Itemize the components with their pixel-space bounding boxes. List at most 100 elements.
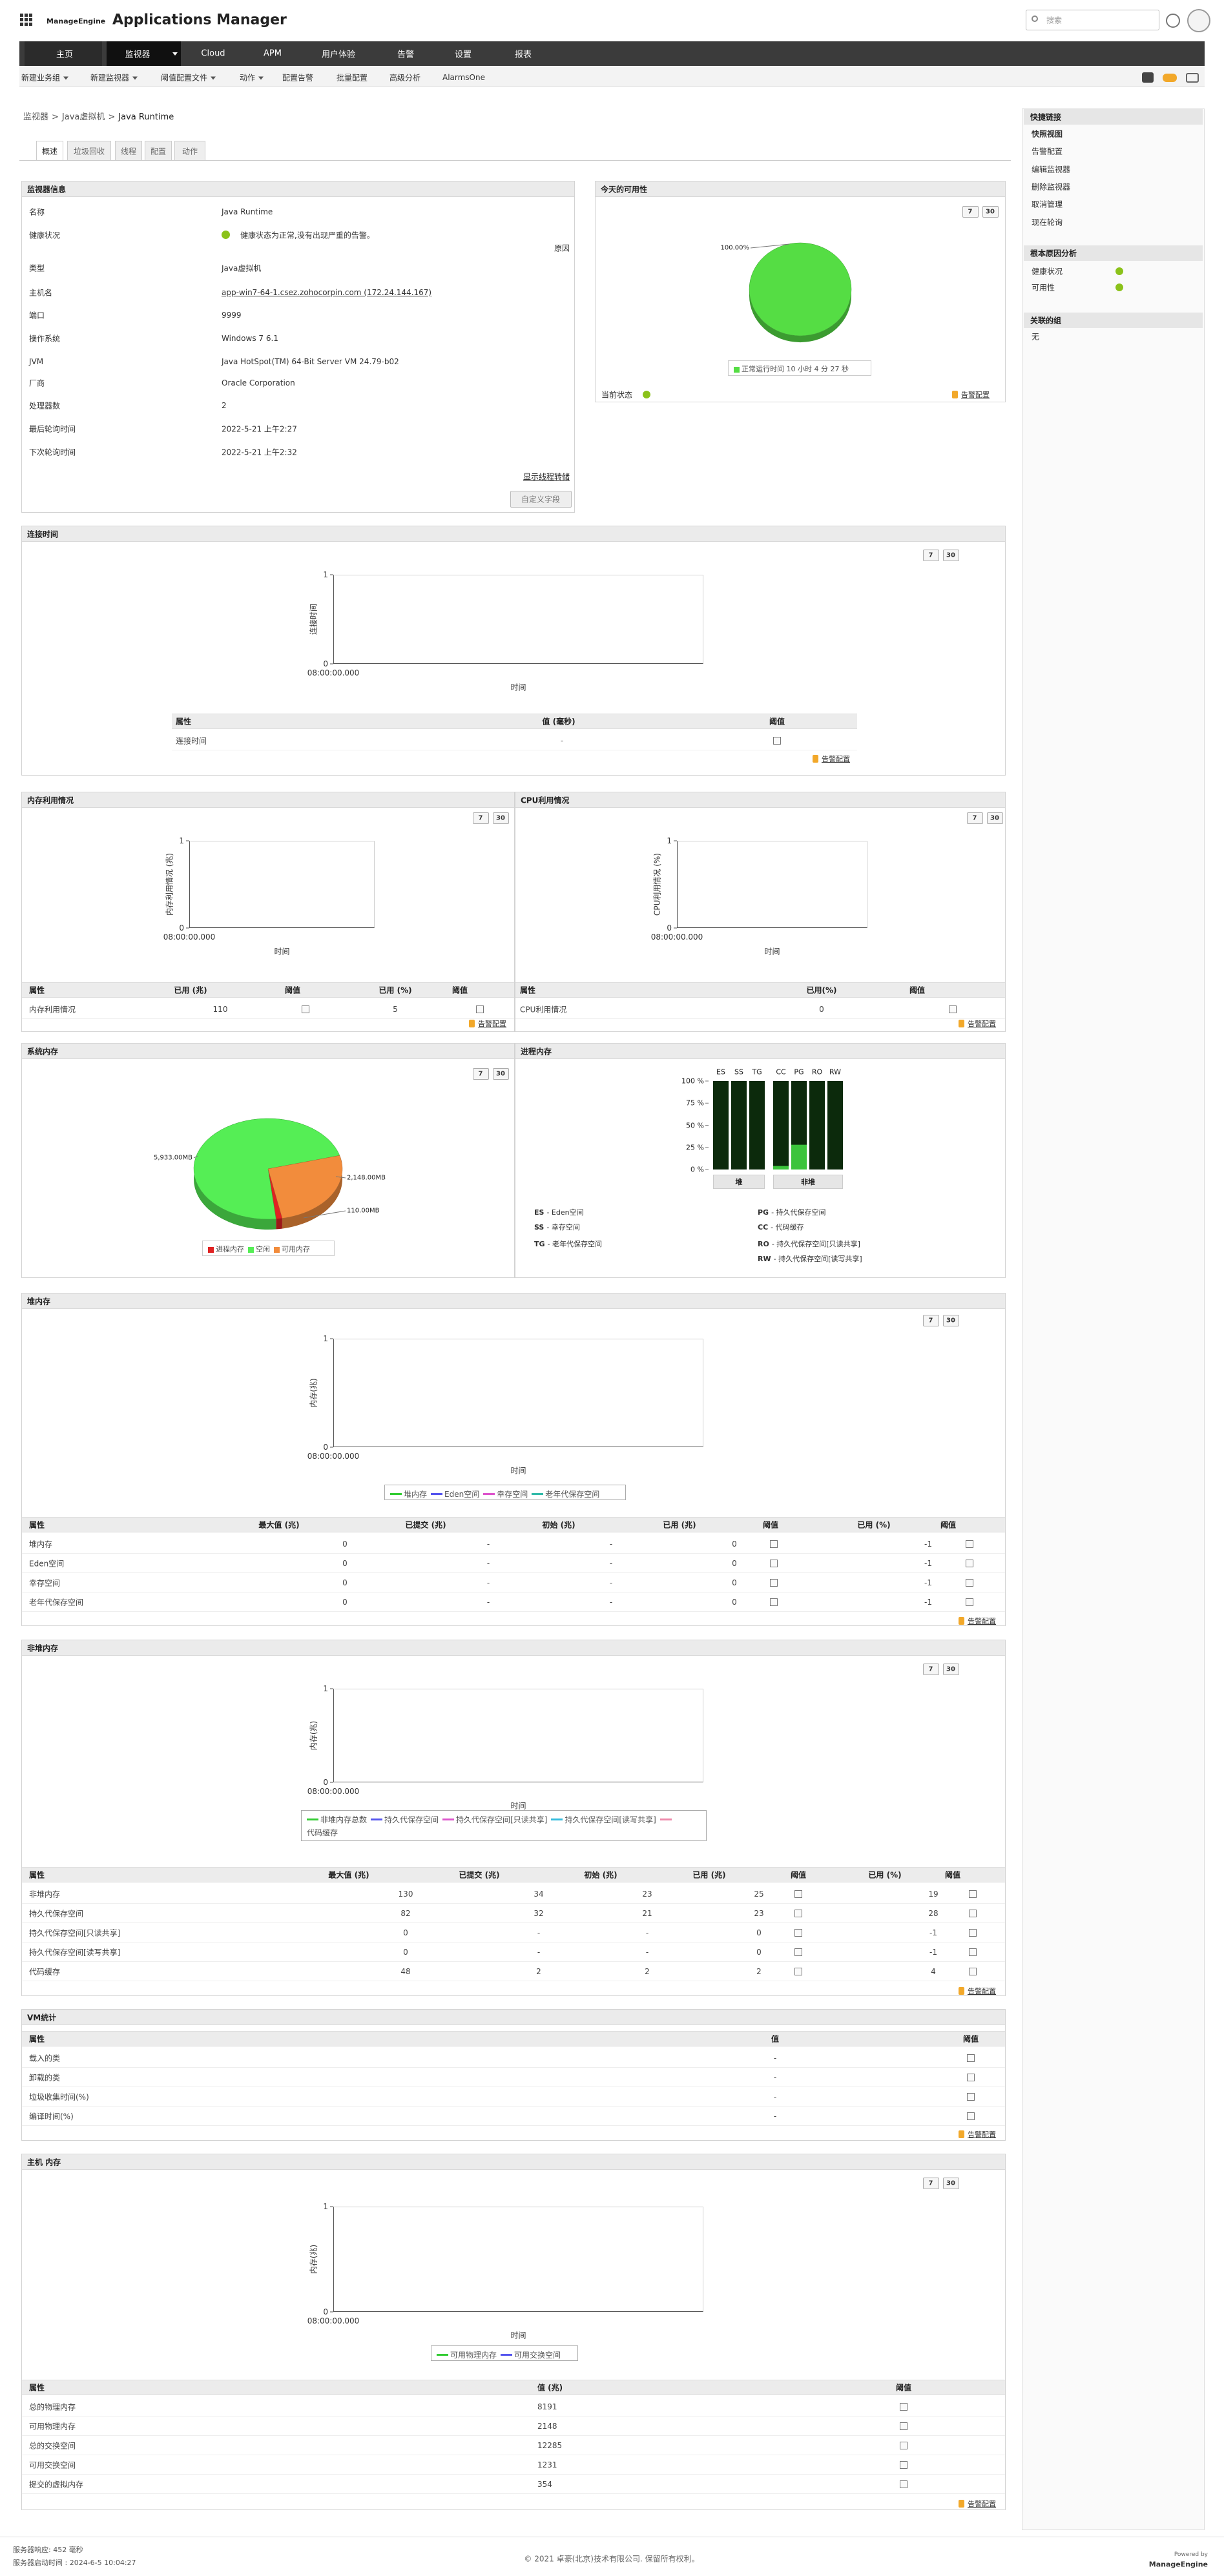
threshold-icon[interactable] [969,1948,977,1956]
sidebar-link[interactable]: 现在轮询 [1032,218,1063,227]
period-button[interactable] [923,1315,939,1326]
tab-label[interactable]: 动作 [182,147,198,156]
sidebar-link[interactable]: 取消管理 [1032,200,1063,209]
period-label[interactable]: 30 [496,814,505,822]
period-button[interactable] [923,2178,939,2189]
threshold-icon[interactable] [900,2480,908,2488]
subnav-item[interactable]: 阈值配置文件 [161,72,216,83]
nav-item[interactable]: 主页 [56,50,74,60]
period-label[interactable]: 7 [972,814,977,822]
threshold-icon[interactable] [969,1910,977,1917]
period-label[interactable]: 30 [496,1070,505,1078]
period-button[interactable] [493,1068,509,1080]
nav-item[interactable]: 监视器 [125,50,150,60]
subnav-item[interactable]: 批量配置 [337,73,368,83]
search-placeholder[interactable]: 搜索 [1046,15,1063,25]
threshold-icon[interactable] [966,1540,973,1548]
alarm-config-link[interactable]: 告警配置 [968,2130,996,2139]
nav-item[interactable]: 告警 [397,50,415,60]
help-icon[interactable] [1166,14,1180,28]
sidebar-link[interactable]: 删除监视器 [1032,182,1071,192]
period-label[interactable]: 7 [928,1317,933,1324]
threshold-icon[interactable] [900,2442,908,2449]
tab-label[interactable]: 垃圾回收 [73,147,105,156]
threshold-icon[interactable] [967,2112,975,2120]
period-label[interactable]: 30 [946,1317,955,1324]
tab[interactable] [67,141,111,161]
period-label[interactable]: 30 [946,1665,955,1673]
threshold-icon[interactable] [900,2422,908,2430]
breadcrumb-item[interactable]: 监视器 [23,112,49,122]
threshold-icon[interactable] [794,1948,802,1956]
subnav-item[interactable]: 新建业务组 [21,72,68,83]
period-button[interactable] [967,812,983,824]
period-label[interactable]: 7 [968,208,973,216]
period-button[interactable] [943,1315,959,1326]
threshold-icon[interactable] [969,1968,977,1975]
nav-item[interactable]: 设置 [454,50,472,60]
tab[interactable] [145,141,172,161]
threshold-icon[interactable] [969,1890,977,1898]
threshold-icon[interactable] [900,2461,908,2469]
sidebar-link[interactable]: 可用性 [1032,283,1055,293]
subnav-item[interactable]: 配置告警 [282,73,314,83]
custom-fields-button[interactable] [510,491,572,508]
threshold-icon[interactable] [949,1005,957,1013]
period-button[interactable] [473,1068,489,1080]
tab[interactable] [36,141,63,161]
threshold-icon[interactable] [794,1890,802,1898]
reason-link[interactable]: 原因 [554,243,570,253]
threshold-icon[interactable] [302,1005,309,1013]
toolbar-icon[interactable] [1163,74,1177,82]
period-label[interactable]: 7 [478,814,483,822]
alarm-config-link[interactable]: 告警配置 [478,1020,506,1028]
threshold-icon[interactable] [476,1005,484,1013]
threshold-icon[interactable] [794,1929,802,1937]
alarm-config-link[interactable]: 告警配置 [961,391,990,399]
threshold-icon[interactable] [794,1910,802,1917]
period-label[interactable]: 30 [946,551,955,559]
avatar[interactable] [1187,9,1210,32]
period-button[interactable] [962,206,979,218]
nav-item[interactable]: 用户体验 [321,50,356,60]
period-label[interactable]: 7 [478,1070,483,1078]
threshold-icon[interactable] [773,737,781,745]
search-box[interactable] [1026,10,1159,30]
threshold-icon[interactable] [770,1598,778,1606]
sidebar-link[interactable]: 快照视图 [1032,129,1063,139]
threshold-icon[interactable] [967,2054,975,2062]
tab-label[interactable]: 概述 [41,147,58,156]
thread-dump-link[interactable]: 显示线程转储 [523,472,570,482]
period-button[interactable] [923,550,939,561]
subnav-item[interactable]: 动作 [240,72,264,83]
tab[interactable] [115,141,142,161]
alarm-config-link[interactable]: 告警配置 [968,2500,996,2508]
period-label[interactable]: 7 [928,2179,933,2187]
period-button[interactable] [473,812,489,824]
period-button[interactable] [923,1664,939,1675]
subnav-item[interactable]: AlarmsOne [442,73,485,82]
threshold-icon[interactable] [770,1579,778,1587]
threshold-icon[interactable] [770,1540,778,1548]
toolbar-icon[interactable] [1186,73,1199,83]
threshold-icon[interactable] [966,1579,973,1587]
subnav-item[interactable]: 新建监视器 [90,72,138,83]
toolbar-icon[interactable] [1142,72,1154,83]
alarm-config-link[interactable]: 告警配置 [822,755,850,763]
threshold-icon[interactable] [967,2074,975,2081]
nav-item[interactable]: APM [264,48,282,59]
period-button[interactable] [982,206,999,218]
threshold-icon[interactable] [969,1929,977,1937]
info-value[interactable]: app-win7-64-1.csez.zohocorpin.com (172.2… [222,288,432,297]
threshold-icon[interactable] [966,1560,973,1567]
period-label[interactable]: 30 [946,2179,955,2187]
alarm-config-link[interactable]: 告警配置 [968,1617,996,1625]
nav-item[interactable]: 报表 [514,50,532,60]
custom-fields-label[interactable]: 自定义字段 [521,495,561,504]
period-label[interactable]: 7 [928,551,933,559]
sidebar-link[interactable]: 编辑监视器 [1032,165,1071,174]
subnav-item[interactable]: 高级分析 [389,73,421,83]
sidebar-link[interactable]: 健康状况 [1032,267,1063,276]
period-button[interactable] [943,1664,959,1675]
threshold-icon[interactable] [967,2093,975,2101]
